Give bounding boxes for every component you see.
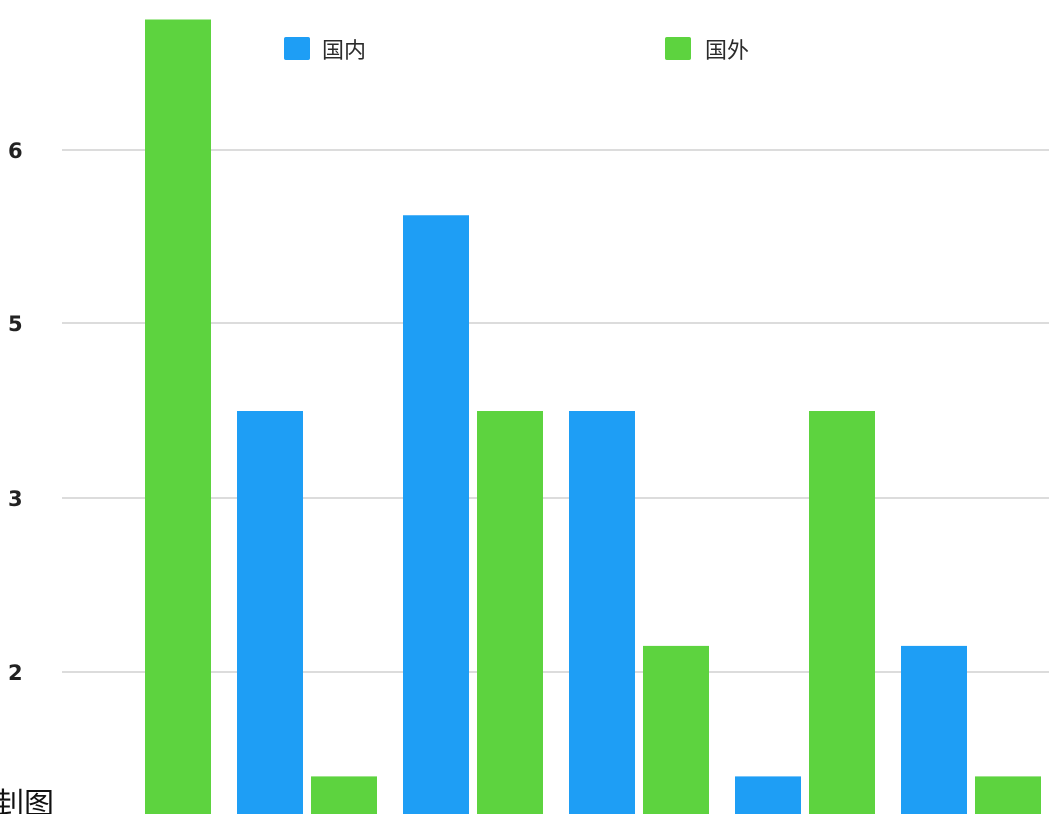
bar-foreign-1 xyxy=(145,19,211,814)
bar-foreign-5 xyxy=(809,411,875,814)
y-tick-label: 3 xyxy=(8,487,23,511)
bar-domestic-3 xyxy=(403,215,469,814)
y-tick-label: 6 xyxy=(8,139,23,163)
legend: 国内 国外 xyxy=(284,37,749,64)
legend-swatch-domestic xyxy=(284,37,310,60)
bar-domestic-5 xyxy=(735,776,801,814)
bar-foreign-6 xyxy=(975,776,1041,814)
bar-domestic-4 xyxy=(569,411,635,814)
y-tick-label: 2 xyxy=(8,661,23,685)
grid-lines xyxy=(62,149,1049,673)
bar-domestic-2 xyxy=(237,411,303,814)
bar-domestic-6 xyxy=(901,645,967,814)
y-axis-ticks: 6 5 3 2 xyxy=(8,139,23,685)
legend-label-foreign: 国外 xyxy=(705,39,749,64)
legend-label-domestic: 国内 xyxy=(322,39,366,64)
bar-foreign-3 xyxy=(477,411,543,814)
y-tick-label: 5 xyxy=(8,312,23,336)
caption-fragment: 刲图 xyxy=(0,787,54,814)
legend-swatch-foreign xyxy=(665,37,691,60)
bars xyxy=(145,19,1041,814)
bar-foreign-2 xyxy=(311,776,377,814)
bar-foreign-4 xyxy=(643,645,709,814)
